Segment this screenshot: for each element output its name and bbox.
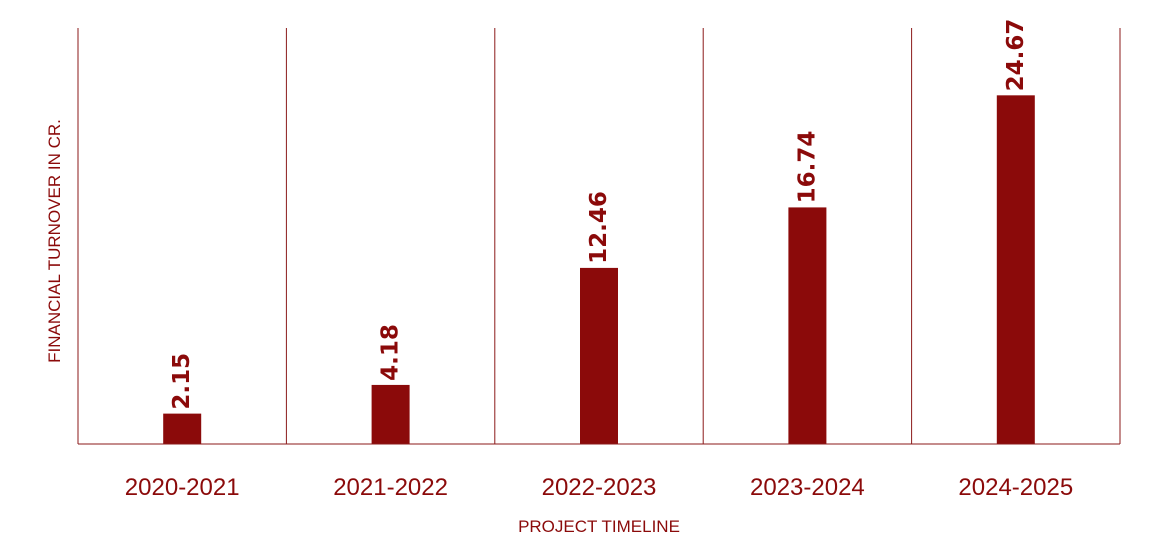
bar-2023-2024 xyxy=(788,207,827,444)
y-axis-title: FINANCIAL TURNOVER IN CR. xyxy=(45,119,64,363)
x-tick-labels: 2020-2021 2021-2022 2022-2023 2023-2024 2024… xyxy=(125,474,1073,501)
category-separators xyxy=(77,28,1121,444)
bar-2021-2022 xyxy=(371,384,410,444)
x-axis-title: PROJECT TIMELINE xyxy=(518,517,680,536)
data-label-2024-2025: 24.67 xyxy=(1003,19,1029,92)
data-label-2022-2023: 12.46 xyxy=(586,191,612,264)
x-tick-label-2024-2025: 2024-2025 xyxy=(958,474,1073,501)
x-tick-label-2023-2024: 2023-2024 xyxy=(750,474,865,501)
x-tick-label-2020-2021: 2020-2021 xyxy=(125,474,240,501)
x-tick-label-2021-2022: 2021-2022 xyxy=(333,474,448,501)
bars xyxy=(163,95,1035,445)
data-label-2020-2021: 2.15 xyxy=(169,353,195,410)
x-tick-label-2022-2023: 2022-2023 xyxy=(542,474,657,501)
bar-2022-2023 xyxy=(580,267,618,444)
data-label-2021-2022: 4.18 xyxy=(378,324,404,381)
bar-2020-2021 xyxy=(163,413,202,444)
bar-2024-2025 xyxy=(996,95,1035,445)
data-label-2023-2024: 16.74 xyxy=(794,131,820,204)
data-labels: 2.15 4.18 12.46 16.74 24.67 xyxy=(169,19,1029,410)
